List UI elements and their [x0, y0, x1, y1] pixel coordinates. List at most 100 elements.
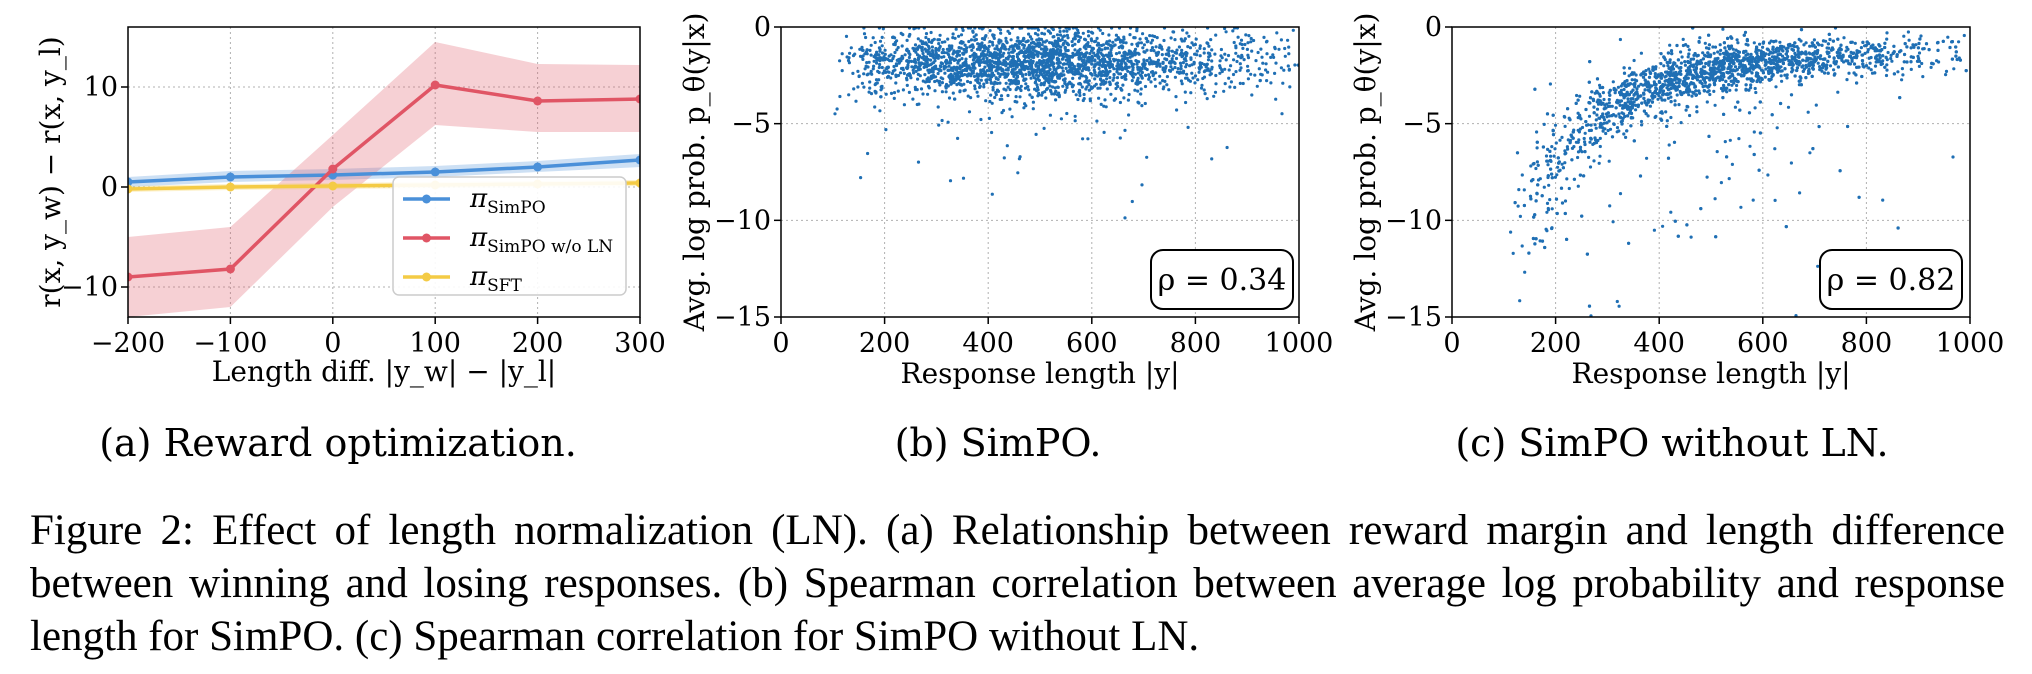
scatter-point	[1868, 61, 1872, 65]
scatter-point	[1018, 71, 1022, 76]
scatter-point	[1109, 92, 1113, 96]
scatter-point	[1652, 80, 1656, 84]
confidence-band	[128, 42, 640, 317]
scatter-point	[1059, 49, 1063, 53]
scatter-point	[1147, 77, 1151, 81]
scatter-point	[1679, 50, 1683, 54]
scatter-points	[1509, 27, 1968, 317]
scatter-point	[1798, 191, 1802, 195]
scatter-point	[1736, 80, 1740, 84]
scatter-point	[848, 51, 852, 55]
scatter-point	[959, 46, 963, 50]
scatter-point	[1046, 57, 1050, 61]
scatter-point	[1145, 48, 1149, 52]
scatter-point	[1877, 53, 1882, 57]
scatter-point	[1161, 79, 1165, 83]
scatter-point	[1781, 49, 1785, 53]
scatter-point	[892, 96, 896, 100]
scatter-point	[1545, 210, 1549, 214]
scatter-point	[1962, 33, 1966, 38]
scatter-point	[1626, 97, 1630, 101]
scatter-point	[1006, 72, 1010, 76]
scatter-point	[1697, 39, 1701, 44]
scatter-point	[1073, 48, 1077, 52]
scatter-point	[1650, 100, 1655, 104]
scatter-point	[1563, 161, 1567, 165]
scatter-point	[1087, 79, 1091, 83]
scatter-point	[981, 72, 985, 77]
scatter-point	[1137, 101, 1141, 105]
scatter-point	[1160, 53, 1164, 57]
scatter-point	[1291, 28, 1295, 32]
scatter-point	[1770, 55, 1775, 59]
scatter-point	[1815, 51, 1819, 55]
scatter-point	[1108, 80, 1112, 84]
scatter-point	[1832, 68, 1836, 72]
scatter-point	[902, 71, 906, 75]
scatter-point	[1673, 99, 1677, 103]
scatter-point	[1236, 54, 1240, 58]
y-axis-label: r(x, y_w) − r(x, y_l)	[34, 36, 67, 307]
scatter-point	[1566, 147, 1570, 151]
scatter-point	[1720, 67, 1724, 71]
scatter-point	[1199, 86, 1204, 90]
scatter-point	[1587, 304, 1592, 308]
scatter-point	[861, 48, 865, 53]
scatter-point	[948, 47, 952, 52]
scatter-point	[1597, 116, 1601, 120]
scatter-point	[1804, 76, 1808, 80]
scatter-point	[914, 50, 918, 54]
scatter-point	[1003, 75, 1007, 79]
scatter-point	[1620, 122, 1624, 126]
scatter-point	[1061, 43, 1065, 47]
scatter-point	[1797, 55, 1801, 59]
scatter-point	[982, 85, 986, 89]
scatter-point	[1664, 70, 1668, 74]
scatter-point	[1031, 107, 1035, 111]
scatter-point	[1187, 78, 1191, 82]
scatter-point	[1033, 81, 1037, 85]
scatter-point	[1632, 58, 1636, 63]
scatter-point	[940, 81, 945, 85]
scatter-point	[1532, 215, 1536, 219]
scatter-point	[1632, 139, 1636, 143]
scatter-point	[1694, 66, 1698, 71]
scatter-point	[866, 151, 870, 156]
scatter-point	[1733, 105, 1737, 109]
scatter-point	[1602, 107, 1606, 111]
scatter-point	[1828, 37, 1832, 42]
scatter-point	[1534, 237, 1538, 241]
scatter-point	[1184, 100, 1188, 105]
scatter-point	[1634, 108, 1638, 112]
scatter-point	[1634, 73, 1638, 77]
scatter-point	[1807, 67, 1811, 72]
scatter-point	[1078, 76, 1082, 80]
scatter-point	[1031, 47, 1035, 51]
scatter-point	[907, 55, 912, 60]
scatter-point	[1240, 53, 1244, 58]
scatter-point	[1523, 270, 1527, 274]
scatter-point	[1061, 69, 1065, 73]
scatter-point	[960, 57, 964, 61]
scatter-point	[1170, 59, 1174, 63]
scatter-point	[1758, 42, 1762, 46]
scatter-point	[1077, 51, 1081, 55]
y-tick-label: −5	[731, 109, 771, 140]
scatter-point	[1594, 118, 1598, 122]
scatter-point	[954, 78, 958, 82]
scatter-point	[1223, 82, 1227, 86]
scatter-point	[1123, 65, 1127, 69]
scatter-point	[1073, 67, 1077, 71]
scatter-point	[1695, 62, 1699, 66]
simpo-scatter-panel: 0 200 400 600 800 1000−15−10−50 Response leng…	[678, 12, 1333, 465]
scatter-point	[1606, 104, 1611, 108]
scatter-point	[1184, 54, 1188, 58]
scatter-point	[1869, 68, 1873, 72]
scatter-point	[945, 51, 949, 55]
scatter-point	[1800, 50, 1804, 55]
scatter-point	[1752, 152, 1756, 157]
scatter-point	[1754, 90, 1758, 95]
scatter-point	[1218, 59, 1222, 63]
scatter-point	[1249, 72, 1253, 76]
scatter-point	[1017, 58, 1022, 62]
